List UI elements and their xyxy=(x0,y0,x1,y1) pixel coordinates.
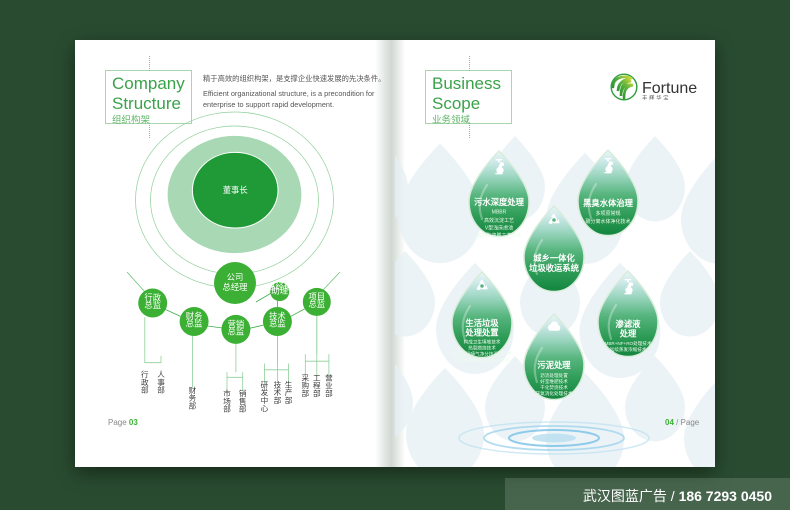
svg-text:总监: 总监 xyxy=(269,319,286,329)
svg-text:干化焚烧技术: 干化焚烧技术 xyxy=(540,384,568,391)
svg-text:人事部: 人事部 xyxy=(157,370,165,395)
svg-text:总监: 总监 xyxy=(228,327,245,337)
svg-text:生产部: 生产部 xyxy=(285,379,293,405)
svg-text:总经理: 总经理 xyxy=(223,282,249,292)
svg-text:处理处置: 处理处置 xyxy=(464,328,499,338)
svg-text:构筑垃圾渗透污液封闭技术: 构筑垃圾渗透污液封闭技术 xyxy=(454,357,510,364)
svg-text:沥流处理处置: 沥流处理处置 xyxy=(540,372,568,379)
svg-text:高效沉淀工艺: 高效沉淀工艺 xyxy=(484,217,514,224)
svg-text:自蒙垃圾噎气净分技温混技术: 自蒙垃圾噎气净分技温混技术 xyxy=(452,351,512,358)
svg-text:热裂燃烧技术: 热裂燃烧技术 xyxy=(468,345,496,352)
svg-text:处理: 处理 xyxy=(619,329,637,339)
svg-text:构成卫生填堆技术: 构成卫生填堆技术 xyxy=(464,339,501,346)
svg-text:好室堆肥技术: 好室堆肥技术 xyxy=(540,378,568,385)
svg-text:垃圾收运系统: 垃圾收运系统 xyxy=(529,263,579,273)
svg-text:董事长: 董事长 xyxy=(223,185,249,195)
svg-text:销售部: 销售部 xyxy=(239,388,247,414)
svg-text:触类陶瓷膳工艺性术: 触类陶瓷膳工艺性术 xyxy=(476,232,521,239)
svg-text:MBBR: MBBR xyxy=(492,210,507,216)
svg-text:营业部: 营业部 xyxy=(325,372,333,398)
svg-text:生活垃圾: 生活垃圾 xyxy=(465,318,499,328)
svg-text:助理: 助理 xyxy=(271,286,288,296)
svg-text:公司: 公司 xyxy=(227,272,244,282)
svg-text:污水深度处理: 污水深度处理 xyxy=(474,197,524,207)
svg-text:黑臭水体治理: 黑臭水体治理 xyxy=(583,198,633,208)
svg-text:厌氧消化处理技术: 厌氧消化处理技术 xyxy=(536,390,573,397)
svg-text:渗滤液: 渗滤液 xyxy=(616,319,642,329)
svg-text:市场部: 市场部 xyxy=(223,388,231,414)
svg-text:技术部: 技术部 xyxy=(274,379,282,405)
svg-text:V型浅床虑池: V型浅床虑池 xyxy=(485,225,513,232)
svg-text:采购部: 采购部 xyxy=(302,372,310,398)
svg-text:总监: 总监 xyxy=(144,300,161,310)
svg-text:财务部: 财务部 xyxy=(189,385,197,411)
svg-text:MBR+NF+RO处理技术: MBR+NF+RO处理技术 xyxy=(605,340,652,347)
svg-text:总监: 总监 xyxy=(186,319,203,329)
svg-text:工程部: 工程部 xyxy=(313,373,321,398)
svg-text:城乡一体化: 城乡一体化 xyxy=(533,253,575,263)
svg-text:远续蒸发浓缩技术: 远续蒸发浓缩技术 xyxy=(610,346,647,353)
svg-text:研发中心: 研发中心 xyxy=(261,380,269,412)
svg-text:多项原常规: 多项原常规 xyxy=(595,210,620,217)
svg-text:行政部: 行政部 xyxy=(141,369,149,395)
svg-text:污泥处理: 污泥处理 xyxy=(537,360,571,370)
svg-text:总监: 总监 xyxy=(308,299,325,309)
svg-text:碳分离水体净化技术: 碳分离水体净化技术 xyxy=(585,218,630,225)
